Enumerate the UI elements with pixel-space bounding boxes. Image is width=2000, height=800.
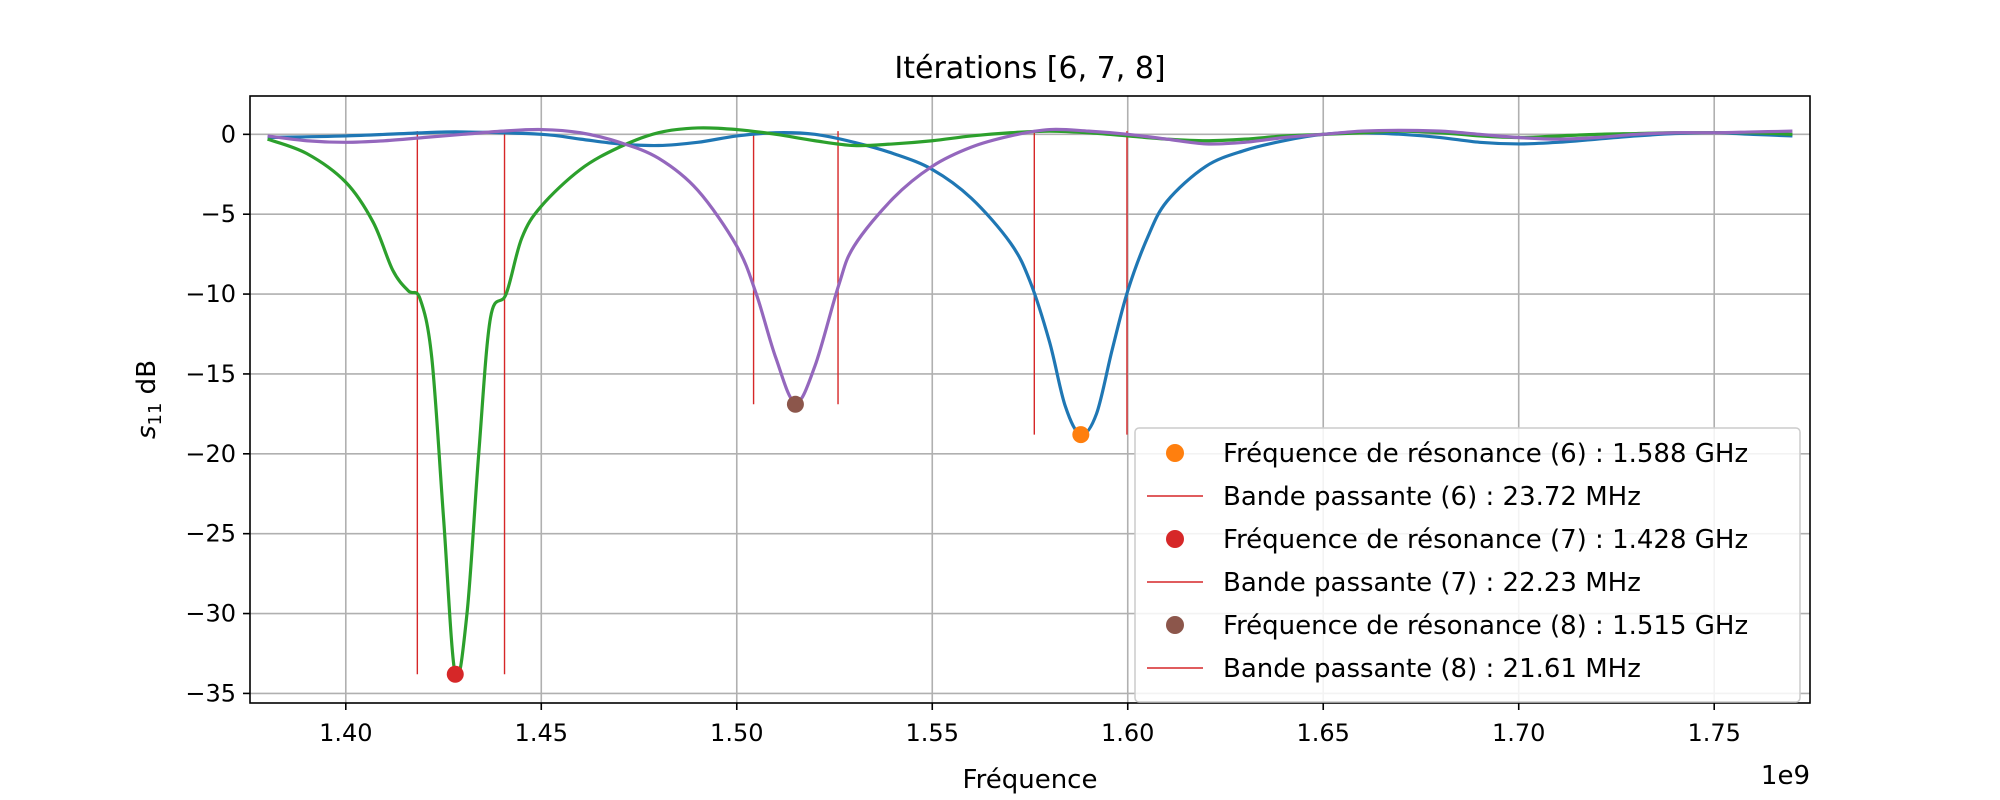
x-tick-label: 1.50 [710,719,763,747]
y-tick-label: −25 [185,520,236,548]
legend-label: Fréquence de résonance (7) : 1.428 GHz [1223,525,1748,555]
x-tick-label: 1.75 [1687,719,1740,747]
resonance-markers [446,395,1090,683]
x-tick-label: 1.40 [319,719,372,747]
legend-marker [1166,616,1184,634]
bandwidth-lines [416,131,1128,675]
x-axis-label: Fréquence [963,765,1098,795]
plot-frame [249,95,1811,704]
y-axis-label-sub: 11 [145,403,166,426]
legend-marker [1166,444,1184,462]
legend: Fréquence de résonance (6) : 1.588 GHz Ba… [1134,427,1801,703]
x-tick-label: 1.70 [1492,719,1545,747]
series-line [267,126,1793,680]
x-tick-label: 1.65 [1297,719,1350,747]
legend-label: Bande passante (8) : 21.61 MHz [1223,654,1641,684]
x-ticks: 1.40 1.45 1.50 1.55 1.60 1.65 1.70 1.75 [319,703,1741,747]
chart-title: Itérations [6, 7, 8] [894,51,1165,86]
resonance-point [786,395,804,413]
series-line [267,127,1793,405]
y-tick-label: −5 [201,200,236,228]
legend-box [1134,427,1801,703]
y-tick-label: −35 [185,679,236,707]
series-line [267,130,1793,437]
y-axis-label-main: s [132,425,162,439]
y-tick-label: −10 [185,280,236,308]
y-axis-label: s11 dB [132,360,166,439]
y-tick-label: −30 [185,600,236,628]
legend-label: Bande passante (7) : 22.23 MHz [1223,568,1641,598]
x-axis-offset-label: 1e9 [1761,761,1810,791]
x-tick-label: 1.45 [515,719,568,747]
resonance-point [1072,426,1090,444]
legend-label: Bande passante (6) : 23.72 MHz [1223,482,1641,512]
x-tick-label: 1.60 [1101,719,1154,747]
resonance-point [446,665,464,683]
legend-label: Fréquence de résonance (6) : 1.588 GHz [1223,439,1748,469]
y-axis-label-suffix: dB [132,360,162,403]
x-tick-label: 1.55 [906,719,959,747]
y-tick-label: 0 [221,120,236,148]
y-ticks: 0 −5 −10 −15 −20 −25 −30 −35 [185,120,250,707]
legend-marker [1166,530,1184,548]
legend-label: Fréquence de résonance (8) : 1.515 GHz [1223,611,1748,641]
y-tick-label: −15 [185,360,236,388]
y-tick-label: −20 [185,440,236,468]
